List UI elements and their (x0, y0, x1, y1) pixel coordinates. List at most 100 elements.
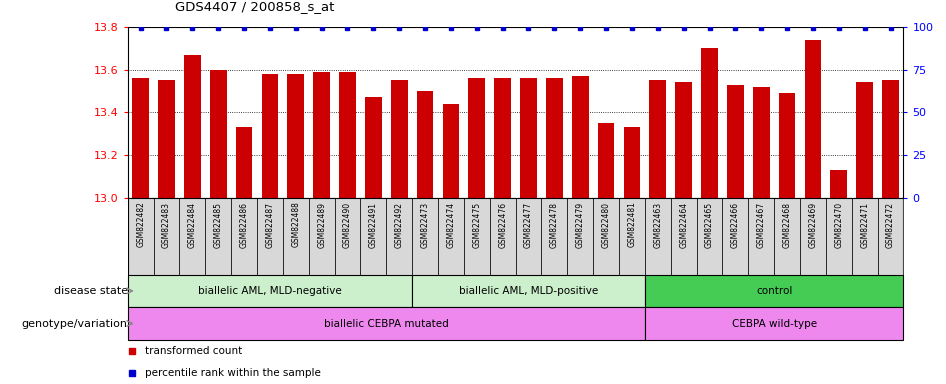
Bar (878, 198, 903, 275)
Text: GSM822473: GSM822473 (421, 202, 429, 248)
Bar (391, 80, 408, 198)
Bar (158, 80, 175, 198)
Bar (851, 198, 878, 275)
Bar (360, 198, 386, 275)
Bar (412, 198, 438, 275)
Text: GSM822468: GSM822468 (782, 202, 792, 248)
Text: GSM822481: GSM822481 (627, 202, 637, 247)
Bar (593, 198, 619, 275)
Bar (283, 198, 308, 275)
Bar (675, 83, 692, 198)
Text: GSM822471: GSM822471 (860, 202, 869, 248)
Bar (774, 198, 800, 275)
Text: biallelic CEBPA mutated: biallelic CEBPA mutated (324, 318, 448, 329)
Bar (856, 83, 873, 198)
Bar (645, 275, 903, 307)
Text: GSM822478: GSM822478 (550, 202, 559, 248)
Bar (541, 198, 568, 275)
Text: GSM822469: GSM822469 (809, 202, 817, 248)
Bar (443, 104, 460, 198)
Bar (335, 198, 360, 275)
Text: transformed count: transformed count (145, 346, 242, 356)
Text: percentile rank within the sample: percentile rank within the sample (145, 368, 321, 378)
Bar (132, 78, 149, 198)
Bar (516, 198, 541, 275)
Text: GSM822482: GSM822482 (136, 202, 145, 247)
Text: GSM822487: GSM822487 (266, 202, 274, 248)
Bar (571, 76, 588, 198)
Bar (619, 198, 645, 275)
Bar (494, 78, 511, 198)
Bar (308, 198, 335, 275)
Text: GSM822465: GSM822465 (705, 202, 714, 248)
Text: GDS4407 / 200858_s_at: GDS4407 / 200858_s_at (175, 0, 334, 13)
Bar (412, 275, 645, 307)
Bar (546, 78, 563, 198)
Text: CEBPA wild-type: CEBPA wild-type (731, 318, 816, 329)
Text: GSM822484: GSM822484 (188, 202, 197, 248)
Bar (416, 91, 433, 198)
Bar (205, 198, 231, 275)
Text: genotype/variation: genotype/variation (22, 318, 128, 329)
Bar (386, 198, 412, 275)
Bar (826, 198, 851, 275)
Bar (153, 198, 180, 275)
Bar (236, 127, 253, 198)
Text: GSM822476: GSM822476 (499, 202, 507, 248)
Text: GSM822492: GSM822492 (394, 202, 404, 248)
Bar (468, 78, 485, 198)
Text: biallelic AML, MLD-negative: biallelic AML, MLD-negative (198, 286, 342, 296)
Bar (257, 198, 283, 275)
Bar (623, 127, 640, 198)
Text: GSM822467: GSM822467 (757, 202, 765, 248)
Text: GSM822466: GSM822466 (731, 202, 740, 248)
Bar (490, 198, 516, 275)
Bar (671, 198, 696, 275)
Bar (800, 198, 826, 275)
Bar (723, 198, 748, 275)
Text: GSM822490: GSM822490 (343, 202, 352, 248)
Text: GSM822485: GSM822485 (214, 202, 222, 248)
Bar (180, 198, 205, 275)
Text: GSM822491: GSM822491 (369, 202, 377, 248)
Bar (231, 198, 257, 275)
Bar (261, 74, 278, 198)
Text: GSM822474: GSM822474 (447, 202, 455, 248)
Bar (365, 98, 382, 198)
Bar (313, 72, 330, 198)
Text: GSM822483: GSM822483 (162, 202, 171, 248)
Bar (649, 80, 666, 198)
Bar (701, 48, 718, 198)
Text: GSM822463: GSM822463 (654, 202, 662, 248)
Text: GSM822475: GSM822475 (472, 202, 482, 248)
Bar (748, 198, 774, 275)
Text: control: control (756, 286, 793, 296)
Text: GSM822480: GSM822480 (602, 202, 610, 248)
Bar (645, 307, 903, 340)
Text: biallelic AML, MLD-positive: biallelic AML, MLD-positive (459, 286, 598, 296)
Bar (598, 123, 615, 198)
Text: GSM822470: GSM822470 (834, 202, 843, 248)
Bar (288, 74, 305, 198)
Text: GSM822479: GSM822479 (576, 202, 585, 248)
Bar (128, 198, 153, 275)
Bar (438, 198, 464, 275)
Bar (128, 275, 412, 307)
Bar (804, 40, 821, 198)
Bar (210, 70, 227, 198)
Bar (882, 80, 899, 198)
Text: disease state: disease state (54, 286, 128, 296)
Text: GSM822464: GSM822464 (679, 202, 688, 248)
Bar (727, 84, 744, 198)
Bar (753, 87, 770, 198)
Bar (128, 307, 645, 340)
Text: GSM822477: GSM822477 (524, 202, 533, 248)
Bar (831, 170, 848, 198)
Text: GSM822486: GSM822486 (239, 202, 249, 248)
Text: GSM822489: GSM822489 (317, 202, 326, 248)
Text: GSM822488: GSM822488 (291, 202, 300, 247)
Text: GSM822472: GSM822472 (886, 202, 895, 248)
Bar (464, 198, 490, 275)
Bar (568, 198, 593, 275)
Bar (645, 198, 671, 275)
